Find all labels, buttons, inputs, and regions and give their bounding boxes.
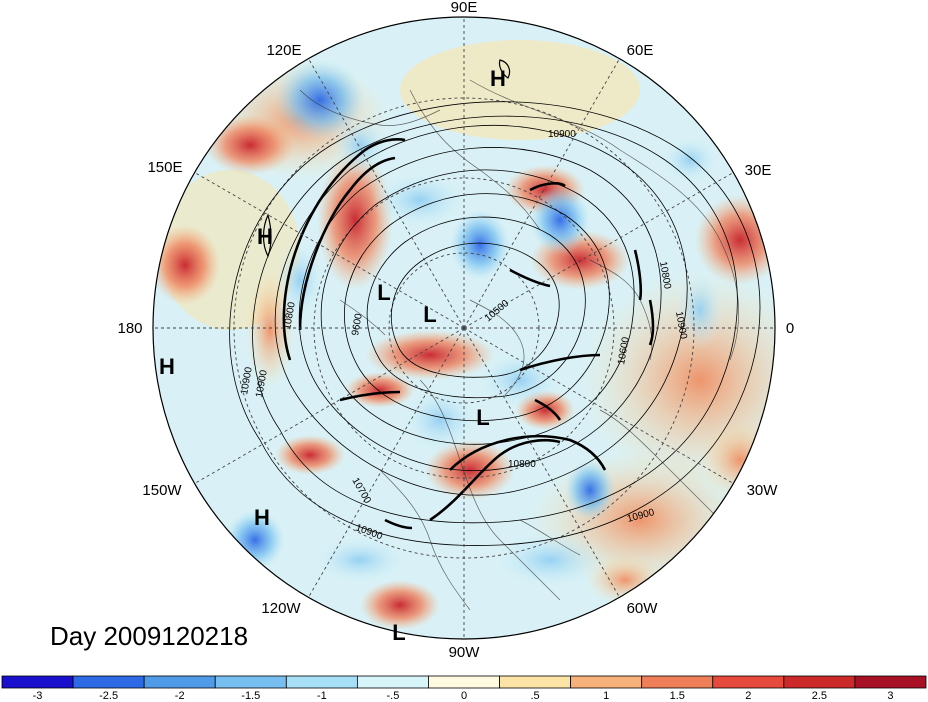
contour-label: 10900 — [673, 311, 689, 341]
contour-label: 10800 — [508, 459, 536, 470]
colorbar-swatch — [1, 675, 74, 689]
high-pressure-label: H — [257, 224, 273, 249]
meridian-line — [463, 172, 734, 329]
contour-label: 10900 — [239, 366, 255, 396]
contour-label: 9600 — [350, 312, 365, 336]
colorbar-swatch — [72, 675, 145, 689]
lon-label-60e: 60E — [627, 42, 654, 59]
colorbar-label: 3 — [887, 690, 893, 702]
contour-label: 10600 — [616, 336, 632, 366]
colorbar-swatch — [143, 675, 216, 689]
contour-label: 10800 — [282, 301, 298, 331]
lon-label-30w: 30W — [747, 482, 779, 499]
map-border — [152, 16, 776, 640]
lon-label-60w: 60W — [627, 600, 659, 617]
contour-label: 10900 — [548, 129, 576, 140]
colorbar-swatch — [499, 675, 572, 689]
colorbar-label: -3 — [33, 690, 43, 702]
longitude-labels: 90E 60E 30E 0 30W 60W 90W 120W 150W 180 … — [117, 0, 794, 661]
contour-label: 10800 — [657, 261, 673, 291]
day-label: Day 2009120218 — [50, 621, 248, 651]
colorbar-label: 2 — [745, 690, 751, 702]
lon-label-0: 0 — [786, 320, 794, 337]
lon-label-120w: 120W — [261, 600, 301, 617]
contour-label: 10900 — [254, 369, 270, 399]
colorbar-label: 1 — [603, 690, 609, 702]
colorbar-label: 0 — [461, 690, 467, 702]
colorbar-label: .5 — [530, 690, 539, 702]
lon-label-150w: 150W — [142, 482, 182, 499]
colorbar-swatch — [712, 675, 785, 689]
meridian-line — [194, 172, 465, 329]
lon-label-150e: 150E — [147, 159, 182, 176]
colorbar-label: -.5 — [386, 690, 399, 702]
height-contours — [229, 59, 761, 546]
colorbar-label: 2.5 — [812, 690, 827, 702]
pressure-system-labels: H H H H L L L L — [159, 66, 506, 645]
lon-label-90e: 90E — [451, 0, 478, 16]
low-pressure-label: L — [392, 620, 405, 645]
colorbar-label: -1 — [317, 690, 327, 702]
colorbar-swatch — [641, 675, 714, 689]
colorbar-label: -2.5 — [99, 690, 118, 702]
colorbar-swatch — [356, 675, 429, 689]
meridian-line — [308, 58, 465, 329]
meridian-line — [463, 327, 620, 598]
colorbar-label: 1.5 — [670, 690, 685, 702]
colorbar-swatch — [570, 675, 643, 689]
low-pressure-label: L — [377, 280, 390, 305]
meridian-line — [194, 327, 465, 484]
high-pressure-label: H — [490, 66, 506, 91]
colorbar-swatch — [783, 675, 856, 689]
meridian-lines — [153, 17, 775, 639]
colorbar-label: -2 — [175, 690, 185, 702]
colorbar-swatch — [854, 675, 927, 689]
colorbar-swatch — [285, 675, 358, 689]
lon-label-120e: 120E — [266, 42, 301, 59]
colorbar-swatch — [214, 675, 287, 689]
meridian-line — [463, 58, 620, 329]
lon-label-90w: 90W — [449, 644, 481, 661]
lon-label-30e: 30E — [745, 162, 772, 179]
meridian-line — [308, 327, 465, 598]
low-pressure-label: L — [476, 405, 489, 430]
low-pressure-label: L — [423, 302, 436, 327]
high-pressure-label: H — [254, 505, 270, 530]
colorbar-label: -1.5 — [241, 690, 260, 702]
colorbar: -3 -2.5 -2 -1.5 -1 -.5 0 .5 1 1.5 2 2.5 3 — [1, 675, 927, 702]
colorbar-swatch — [428, 675, 500, 689]
meridian-line — [463, 327, 734, 484]
lon-label-180: 180 — [117, 320, 142, 337]
high-pressure-label: H — [159, 354, 175, 379]
